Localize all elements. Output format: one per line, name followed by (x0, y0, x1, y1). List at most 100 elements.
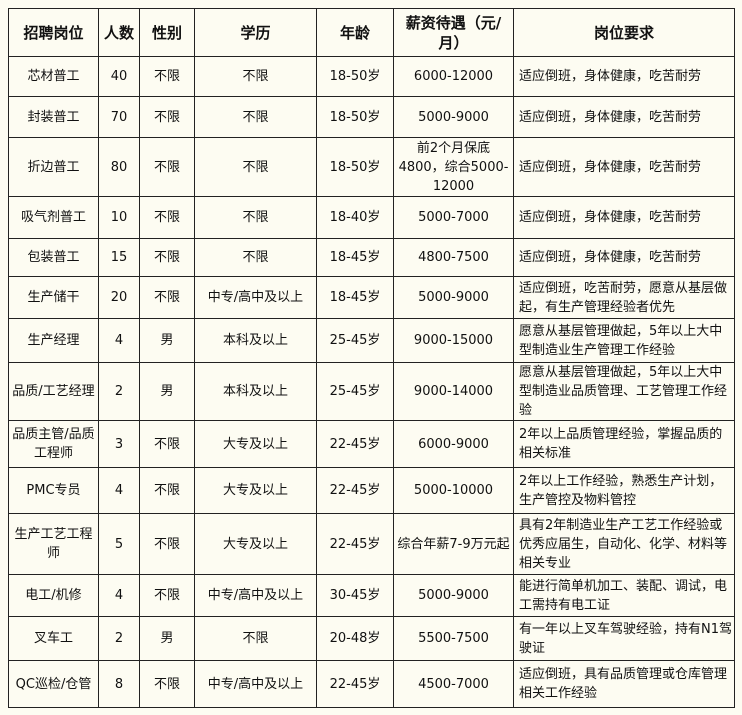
table-cell: 不限 (139, 467, 195, 514)
table-cell: 不限 (139, 56, 195, 97)
column-header: 性别 (139, 8, 195, 57)
table-cell: 5500-7500 (393, 616, 514, 661)
table-cell: 中专/高中及以上 (194, 660, 317, 708)
table-cell: 适应倒班，身体健康，吃苦耐劳 (513, 137, 735, 197)
table-cell: 品质/工艺经理 (8, 362, 99, 421)
table-row: 芯材普工 40 不限 不限 18-50岁 6000-12000 适应倒班，身体健康，吃苦耐劳 (8, 56, 735, 97)
table-cell: 2 (98, 616, 140, 661)
table-cell: 大专及以上 (194, 467, 317, 514)
column-header: 招聘岗位 (8, 8, 99, 57)
table-cell: 适应倒班，身体健康，吃苦耐劳 (513, 96, 735, 138)
table-cell: 折边普工 (8, 137, 99, 197)
table-row: 吸气剂普工 10 不限 不限 18-40岁 5000-7000 适应倒班，身体健康，吃苦耐劳 (8, 196, 735, 239)
table-cell: 18-40岁 (316, 196, 394, 239)
table-cell: 不限 (139, 574, 195, 617)
table-cell: 不限 (139, 420, 195, 468)
table-cell: 4 (98, 318, 140, 363)
table-cell: 不限 (194, 137, 317, 197)
table-cell: 男 (139, 616, 195, 661)
table-cell: 18-50岁 (316, 137, 394, 197)
table-cell: 能进行简单机加工、装配、调试，电工需持有电工证 (513, 574, 735, 617)
table-cell: 不限 (139, 96, 195, 138)
table-cell: 不限 (194, 56, 317, 97)
table-cell: 5000-10000 (393, 467, 514, 514)
table-cell: 不限 (139, 196, 195, 239)
table-cell: 20-48岁 (316, 616, 394, 661)
table-cell: 22-45岁 (316, 660, 394, 708)
table-cell: 适应倒班，身体健康，吃苦耐劳 (513, 238, 735, 277)
table-cell: 25-45岁 (316, 362, 394, 421)
table-cell: 本科及以上 (194, 318, 317, 363)
table-cell: 不限 (194, 616, 317, 661)
column-header: 年龄 (316, 8, 394, 57)
table-cell: 不限 (194, 96, 317, 138)
table-cell: 18-50岁 (316, 96, 394, 138)
table-cell: 22-45岁 (316, 467, 394, 514)
table-cell: 2年以上品质管理经验，掌握品质的相关标准 (513, 420, 735, 468)
table-cell: 具有2年制造业生产工艺工作经验或优秀应届生，自动化、化学、材料等相关专业 (513, 513, 735, 575)
column-header: 学历 (194, 8, 317, 57)
table-cell: 适应倒班，吃苦耐劳，愿意从基层做起，有生产管理经验者优先 (513, 276, 735, 319)
table-cell: 有一年以上叉车驾驶经验，持有N1驾驶证 (513, 616, 735, 661)
table-cell: 不限 (139, 137, 195, 197)
column-header: 薪资待遇（元/月） (393, 8, 514, 57)
table-row: 生产储干 20 不限 中专/高中及以上 18-45岁 5000-9000 适应倒班，吃苦耐劳… (8, 276, 735, 319)
table-cell: 中专/高中及以上 (194, 276, 317, 319)
table-cell: 不限 (139, 660, 195, 708)
table-row: 品质/工艺经理 2 男本科及以上 25-45岁 9000-14000 愿意从基层管理做起，… (8, 362, 735, 421)
table-cell: 适应倒班，身体健康，吃苦耐劳 (513, 56, 735, 97)
table-cell: 15 (98, 238, 140, 277)
table-cell: 男 (139, 318, 195, 363)
table-cell: PMC专员 (8, 467, 99, 514)
table-cell: 生产工艺工程师 (8, 513, 99, 575)
table-cell: 电工/机修 (8, 574, 99, 617)
table-cell: 30-45岁 (316, 574, 394, 617)
table-cell: 5000-9000 (393, 96, 514, 138)
table-cell: 9000-14000 (393, 362, 514, 421)
table-row: 包装普工 15 不限 不限 18-45岁 4800-7500 适应倒班，身体健康，吃苦耐劳 (8, 238, 735, 277)
table-cell: 4500-7000 (393, 660, 514, 708)
column-header: 人数 (98, 8, 140, 57)
table-cell: 5000-7000 (393, 196, 514, 239)
table-row: PMC专员 4 不限 大专及以上 22-45岁 5000-10000 2年以上工作经验，熟悉… (8, 467, 735, 514)
table-cell: 6000-9000 (393, 420, 514, 468)
table-cell: 芯材普工 (8, 56, 99, 97)
table-cell: 70 (98, 96, 140, 138)
table-cell: 不限 (139, 276, 195, 319)
table-cell: 80 (98, 137, 140, 197)
table-cell: 生产经理 (8, 318, 99, 363)
table-cell: 20 (98, 276, 140, 319)
table-cell: QC巡检/仓管 (8, 660, 99, 708)
table-cell: 22-45岁 (316, 513, 394, 575)
table-cell: 2 (98, 362, 140, 421)
table-cell: 品质主管/品质工程师 (8, 420, 99, 468)
table-row: 生产工艺工程师 5 不限 大专及以上 22-45岁 综合年薪7-9万元起 具有2年制造业生产… (8, 513, 735, 575)
table-row: 品质主管/品质工程师 3 不限 大专及以上 22-45岁 6000-9000 2年以上品质管… (8, 420, 735, 468)
table-cell: 4800-7500 (393, 238, 514, 277)
table-cell: 4 (98, 574, 140, 617)
table-row: 折边普工 80 不限 不限 18-50岁 前2个月保底4800，综合5000-12000 适… (8, 137, 735, 197)
table-cell: 6000-12000 (393, 56, 514, 97)
table-cell: 男 (139, 362, 195, 421)
table-cell: 2年以上工作经验，熟悉生产计划，生产管控及物料管控 (513, 467, 735, 514)
table-cell: 适应倒班，具有品质管理或仓库管理相关工作经验 (513, 660, 735, 708)
table-row: 生产经理 4 男本科及以上 25-45岁 9000-15000 愿意从基层管理做起，5年以… (8, 318, 735, 363)
table-cell: 5000-9000 (393, 574, 514, 617)
recruitment-table: 招聘岗位 人数 性别 学历 年龄 薪资待遇（元/月） 岗位要求 芯材普工 40 不限 不限 18-5… (8, 8, 735, 708)
table-cell: 3 (98, 420, 140, 468)
table-row: QC巡检/仓管 8 不限 中专/高中及以上 22-45岁 4500-7000 适应倒班，具有… (8, 660, 735, 708)
table-cell: 18-45岁 (316, 276, 394, 319)
table-cell: 适应倒班，身体健康，吃苦耐劳 (513, 196, 735, 239)
table-cell: 不限 (139, 238, 195, 277)
table-row: 封装普工 70 不限 不限 18-50岁 5000-9000 适应倒班，身体健康，吃苦耐劳 (8, 96, 735, 138)
table-cell: 吸气剂普工 (8, 196, 99, 239)
column-header: 岗位要求 (513, 8, 735, 57)
table-cell: 5000-9000 (393, 276, 514, 319)
table-cell: 5 (98, 513, 140, 575)
table-cell: 10 (98, 196, 140, 239)
table-cell: 40 (98, 56, 140, 97)
table-cell: 前2个月保底4800，综合5000-12000 (393, 137, 514, 197)
table-cell: 22-45岁 (316, 420, 394, 468)
table-cell: 8 (98, 660, 140, 708)
table-cell: 25-45岁 (316, 318, 394, 363)
